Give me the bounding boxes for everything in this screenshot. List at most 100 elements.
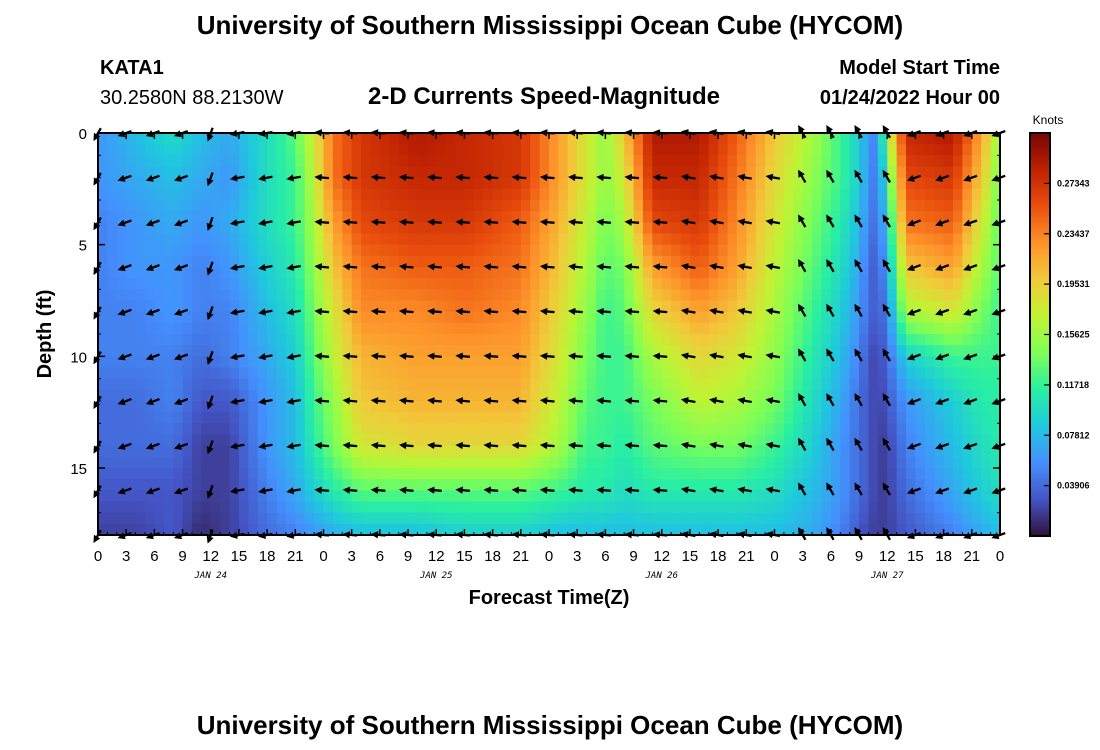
heatmap-cell xyxy=(586,278,597,290)
heatmap-cell xyxy=(98,188,108,201)
heatmap-cell xyxy=(98,177,108,190)
heatmap-cell xyxy=(689,144,700,156)
heatmap-cell xyxy=(229,501,240,514)
heatmap-cell xyxy=(586,434,597,447)
heatmap-cell xyxy=(257,434,268,447)
heatmap-cell xyxy=(220,468,231,480)
heatmap-cell xyxy=(642,412,653,424)
heatmap-cell xyxy=(840,177,851,190)
heatmap-cell xyxy=(520,211,531,223)
heatmap-cell xyxy=(661,177,672,190)
heatmap-cell xyxy=(492,166,503,179)
heatmap-cell xyxy=(915,166,926,179)
heatmap-cell xyxy=(342,445,353,458)
heatmap-cell xyxy=(680,367,691,380)
heatmap-cell xyxy=(896,512,907,525)
heatmap-cell xyxy=(238,155,249,168)
heatmap-cell xyxy=(877,445,888,458)
heatmap-cell xyxy=(595,523,606,536)
heatmap-cell xyxy=(549,188,559,201)
heatmap-cell xyxy=(154,233,165,246)
heatmap-cell xyxy=(314,468,325,480)
heatmap-cell xyxy=(191,311,202,324)
current-arrow xyxy=(117,174,132,182)
heatmap-cell xyxy=(295,389,306,402)
heatmap-cell xyxy=(859,356,870,369)
current-arrow xyxy=(370,397,386,405)
heatmap-cell xyxy=(201,456,212,469)
heatmap-cell xyxy=(135,501,146,514)
heatmap-cell xyxy=(783,200,794,212)
heatmap-cell xyxy=(642,289,653,302)
current-arrow xyxy=(680,352,696,360)
heatmap-cell xyxy=(821,177,832,190)
heatmap-cell xyxy=(126,155,137,168)
heatmap-cell xyxy=(408,490,419,503)
heatmap-cell xyxy=(229,188,240,201)
heatmap-cell xyxy=(774,166,785,179)
heatmap-cell xyxy=(417,490,428,503)
heatmap-cell xyxy=(389,523,400,536)
heatmap-cell xyxy=(389,434,400,447)
heatmap-cell xyxy=(426,412,437,424)
heatmap-cell xyxy=(370,345,381,357)
heatmap-cell xyxy=(285,244,296,257)
heatmap-cell xyxy=(417,311,428,324)
heatmap-cell xyxy=(990,311,1001,324)
heatmap-cell xyxy=(718,356,729,369)
heatmap-cell xyxy=(812,456,823,469)
heatmap-cell xyxy=(802,177,813,190)
heatmap-cell xyxy=(642,244,653,257)
heatmap-cell xyxy=(191,523,202,536)
heatmap-cell xyxy=(304,267,315,279)
heatmap-cell xyxy=(332,401,343,413)
heatmap-cell xyxy=(530,233,541,246)
heatmap-cell xyxy=(558,222,569,235)
heatmap-cell xyxy=(248,490,259,503)
heatmap-cell xyxy=(595,401,606,413)
heatmap-cell xyxy=(445,401,456,413)
heatmap-cell xyxy=(426,177,437,190)
heatmap-cell xyxy=(840,255,851,268)
heatmap-cell xyxy=(765,255,776,268)
heatmap-cell xyxy=(633,177,644,190)
heatmap-cell xyxy=(567,501,578,514)
heatmap-cell xyxy=(680,211,691,223)
heatmap-cell xyxy=(567,512,578,525)
heatmap-cell xyxy=(642,434,653,447)
heatmap-cell xyxy=(595,378,606,391)
heatmap-cell xyxy=(201,177,212,190)
heatmap-cell xyxy=(276,177,287,190)
heatmap-cell xyxy=(191,456,202,469)
heatmap-cell xyxy=(859,322,870,335)
current-arrow xyxy=(145,308,160,316)
heatmap-cell xyxy=(483,322,494,335)
heatmap-cell xyxy=(323,200,334,212)
heatmap-cell xyxy=(990,345,1001,357)
heatmap-cell xyxy=(445,244,456,257)
heatmap-cell xyxy=(633,222,644,235)
current-arrow xyxy=(935,308,950,316)
heatmap-cell xyxy=(398,356,409,369)
heatmap-cell xyxy=(389,244,400,257)
heatmap-cell xyxy=(699,401,710,413)
heatmap-cell xyxy=(389,267,400,279)
heatmap-cell xyxy=(464,445,475,458)
current-arrow xyxy=(737,486,752,494)
heatmap-cell xyxy=(126,211,137,223)
heatmap-cell xyxy=(981,490,992,503)
heatmap-cell xyxy=(859,222,870,235)
heatmap-cell xyxy=(595,300,606,313)
heatmap-cell xyxy=(267,378,278,391)
current-arrow xyxy=(370,218,386,226)
heatmap-cell xyxy=(520,233,531,246)
heatmap-cell xyxy=(267,144,278,156)
current-arrow xyxy=(206,216,214,231)
heatmap-cell xyxy=(267,233,278,246)
heatmap-cell xyxy=(680,523,691,536)
heatmap-cell xyxy=(342,389,353,402)
heatmap-cell xyxy=(398,177,409,190)
heatmap-cell xyxy=(154,300,165,313)
heatmap-cell xyxy=(924,345,935,357)
heatmap-cell xyxy=(285,133,296,145)
